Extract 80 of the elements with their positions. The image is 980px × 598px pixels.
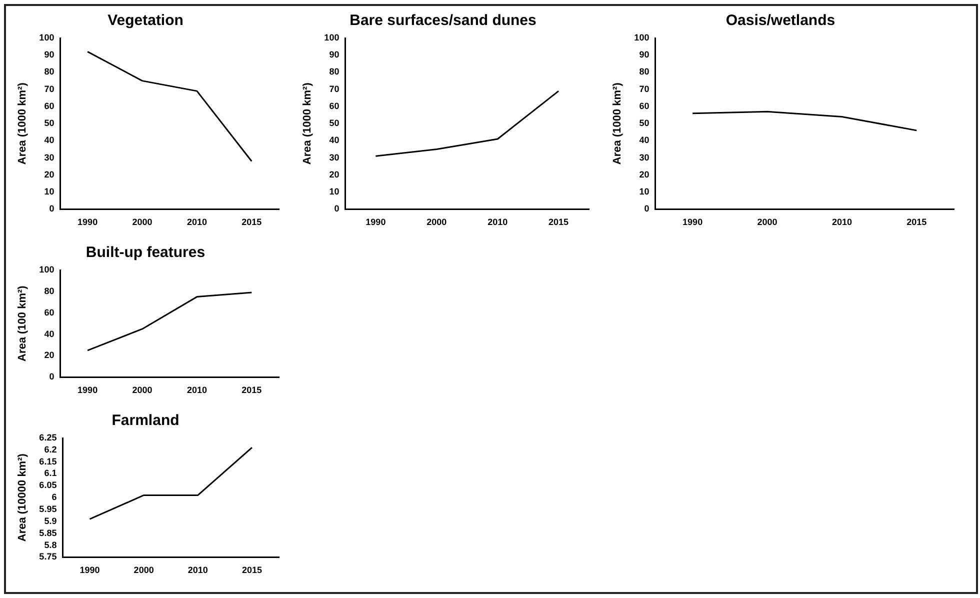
x-tick-label: 1990 (366, 217, 386, 228)
y-tick-label: 20 (329, 169, 340, 180)
y-tick-label: 40 (44, 328, 54, 339)
y-tick-label: 50 (329, 118, 340, 128)
y-axis-title: Area (1000 km²) (612, 82, 624, 165)
y-tick-label: 5.9 (44, 516, 57, 526)
x-tick-label: 1990 (78, 385, 98, 396)
y-tick-label: 100 (39, 264, 54, 274)
y-axis-title: Area (1000 km²) (302, 82, 314, 165)
y-tick-label: 20 (639, 169, 650, 180)
y-tick-label: 10 (639, 186, 650, 197)
chart-title: Oasis/wetlands (726, 12, 836, 30)
y-tick-label: 6.15 (39, 456, 57, 466)
x-tick-label: 2015 (242, 565, 262, 576)
y-tick-label: 70 (639, 84, 650, 94)
y-tick-label: 0 (49, 204, 54, 214)
y-tick-label: 0 (334, 204, 340, 214)
y-tick-label: 20 (44, 169, 54, 180)
y-tick-label: 100 (39, 32, 54, 42)
x-tick-label: 2000 (134, 565, 154, 576)
y-tick-label: 6 (52, 492, 57, 502)
x-tick-label: 2010 (186, 217, 207, 228)
y-tick-label: 90 (329, 50, 340, 60)
y-tick-label: 100 (634, 32, 650, 42)
y-axis-title: Area (10000 km²) (16, 453, 29, 542)
x-tick-label: 2000 (132, 385, 152, 396)
x-tick-label: 2010 (832, 217, 852, 228)
y-tick-label: 6.2 (44, 444, 57, 454)
y-tick-label: 80 (329, 66, 340, 77)
x-tick-label: 2015 (242, 217, 262, 228)
x-tick-label: 2000 (132, 217, 152, 228)
y-tick-label: 40 (44, 135, 54, 146)
y-tick-label: 80 (44, 66, 54, 77)
x-tick-label: 1990 (682, 217, 703, 228)
x-tick-label: 2015 (242, 385, 262, 396)
y-tick-label: 60 (329, 100, 340, 111)
y-tick-label: 6.1 (44, 468, 57, 478)
y-tick-label: 0 (644, 204, 650, 214)
chart-title: Farmland (112, 412, 180, 430)
y-tick-label: 5.85 (39, 528, 57, 538)
y-tick-label: 30 (329, 152, 340, 162)
y-tick-label: 6.25 (39, 432, 57, 442)
chart-title: Built-up features (86, 244, 206, 262)
y-tick-label: 70 (329, 84, 340, 94)
x-tick-label: 2015 (548, 217, 569, 228)
y-axis-title: Area (100 km²) (16, 285, 29, 362)
y-axis-title: Area (1000 km²) (16, 82, 29, 165)
x-tick-label: 2010 (188, 565, 208, 576)
y-tick-label: 5.8 (44, 540, 57, 550)
x-tick-label: 2010 (186, 385, 207, 396)
y-tick-label: 40 (639, 135, 650, 146)
y-tick-label: 60 (639, 100, 650, 111)
y-tick-label: 80 (639, 66, 650, 77)
y-tick-label: 60 (44, 100, 54, 111)
y-tick-label: 40 (329, 135, 340, 146)
y-tick-label: 70 (44, 84, 54, 94)
x-tick-label: 2010 (488, 217, 508, 228)
y-tick-label: 5.95 (39, 504, 57, 514)
chart-title: Bare surfaces/sand dunes (350, 12, 536, 30)
y-tick-label: 80 (44, 286, 54, 296)
x-tick-label: 1990 (80, 565, 100, 576)
y-tick-label: 90 (44, 50, 54, 60)
y-tick-label: 30 (44, 152, 54, 162)
y-tick-label: 30 (639, 152, 650, 162)
y-tick-label: 20 (44, 350, 54, 360)
y-tick-label: 5.75 (39, 552, 57, 562)
x-tick-label: 2000 (757, 217, 778, 228)
y-tick-label: 10 (44, 186, 54, 197)
y-tick-label: 60 (44, 307, 54, 318)
x-tick-label: 2015 (906, 217, 927, 228)
y-tick-label: 50 (639, 118, 650, 128)
x-tick-label: 1990 (78, 217, 98, 228)
chart-title: Vegetation (108, 12, 184, 30)
y-tick-label: 90 (639, 50, 650, 60)
x-tick-label: 2000 (426, 217, 447, 228)
y-tick-label: 0 (49, 372, 54, 382)
y-tick-label: 100 (324, 32, 340, 42)
y-tick-label: 50 (44, 118, 54, 128)
y-tick-label: 10 (329, 186, 340, 197)
y-tick-label: 6.05 (39, 480, 57, 490)
